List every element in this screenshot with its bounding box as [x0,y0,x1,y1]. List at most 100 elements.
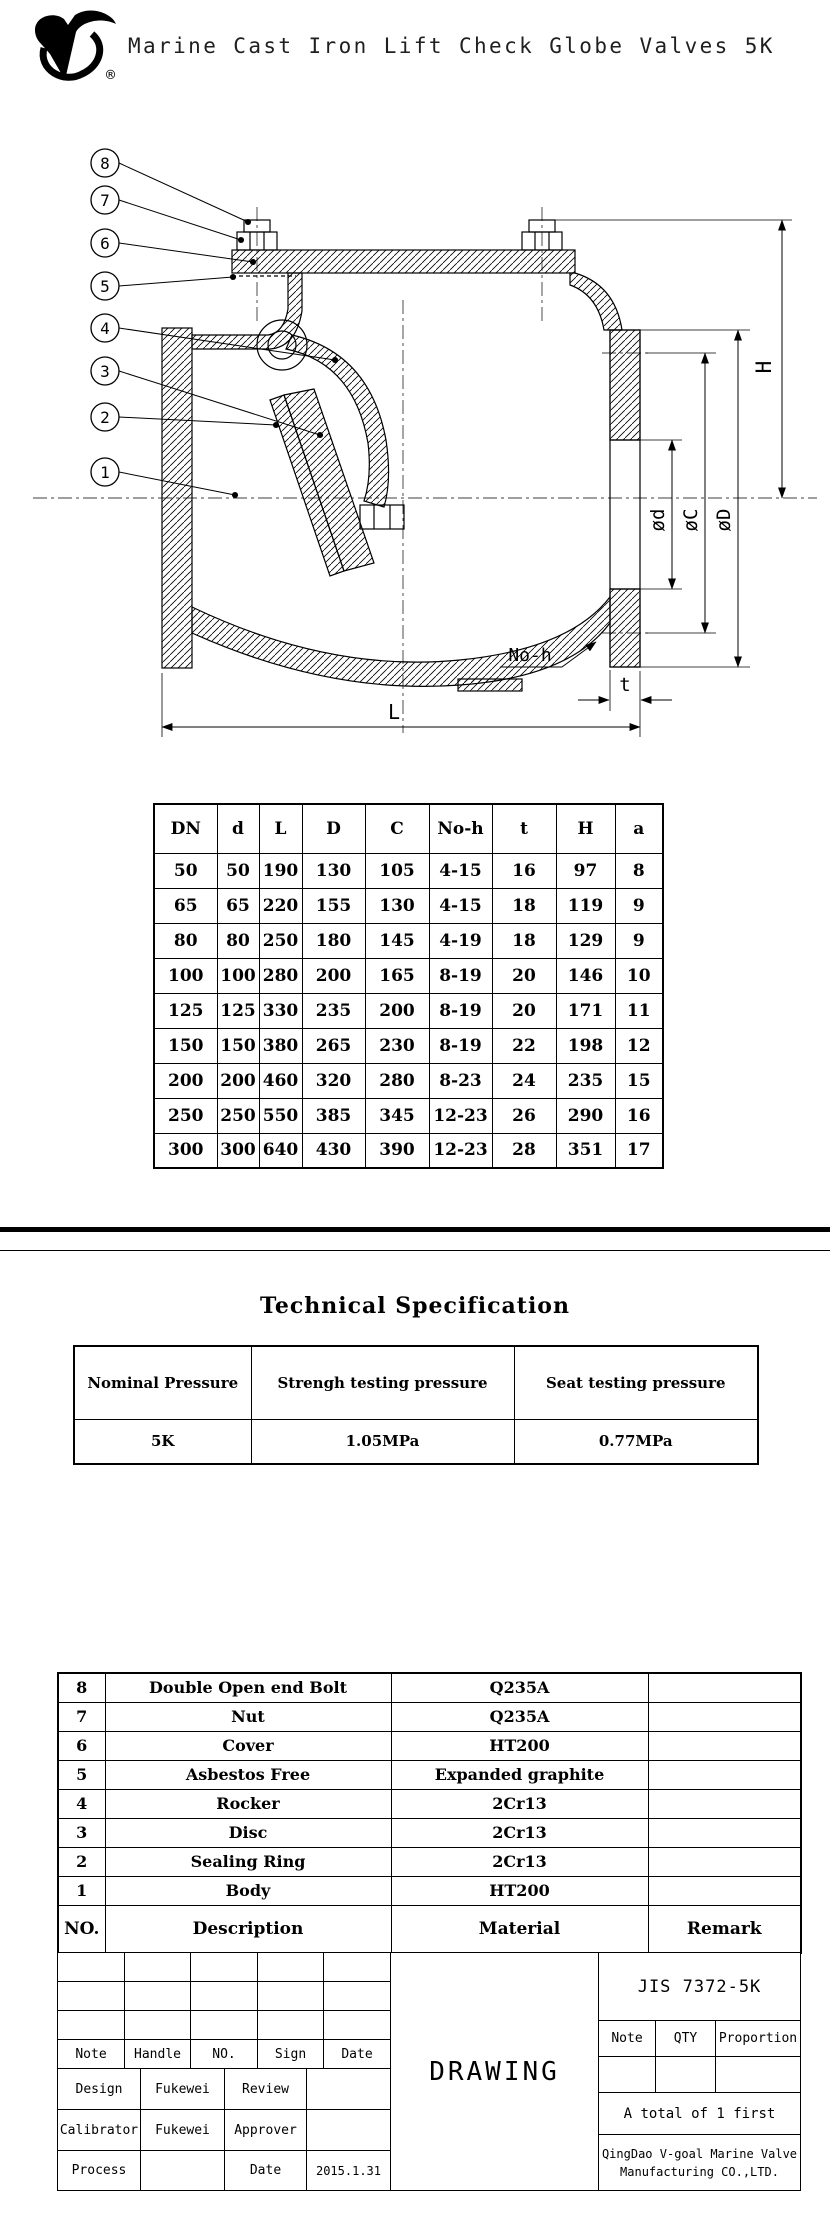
approver-value [306,2109,391,2151]
registered-mark: ® [106,66,116,84]
proportion-label: Proportion [715,2020,801,2057]
balloon-4: 4 [100,319,110,338]
empty-cell [124,1952,191,1982]
balloon-6: 6 [100,234,110,253]
table-cell: 8-19 [428,957,493,994]
table-cell: 250 [216,1097,260,1134]
table-cell: 20 [491,992,557,1029]
body-arch-right [569,272,623,331]
table-cell: 200 [364,992,430,1029]
empty-cell [124,1981,191,2011]
table-cell: Cover [104,1730,392,1761]
dimensions-header-row: DN d L D C No-h t H a [153,803,664,854]
empty-cell [57,1952,125,1982]
table-cell: 22 [491,1027,557,1064]
table-row: 5 Asbestos Free Expanded graphite [57,1759,802,1790]
empty-cell [190,2010,258,2040]
table-cell: 145 [364,922,430,959]
calibrator-label: Calibrator [57,2109,141,2151]
dim-label-C: øC [680,509,702,532]
table-cell: 8 [614,852,664,889]
review-label: Review [224,2068,307,2110]
table-cell: 385 [301,1097,366,1134]
table-cell: 20 [491,957,557,994]
cover-part [231,249,576,274]
dim-label-D: øD [713,509,735,532]
table-cell: 290 [555,1097,616,1134]
balloons [90,148,120,487]
table-cell: 2Cr13 [390,1846,649,1877]
table-cell: 18 [491,887,557,924]
table-cell: 235 [555,1062,616,1099]
table-cell: 380 [258,1027,303,1064]
handle-label: Handle [124,2039,191,2069]
table-cell: 250 [153,1097,218,1134]
table-cell: 10 [614,957,664,994]
balloon-1: 1 [100,463,110,482]
table-cell: 150 [216,1027,260,1064]
table-cell: Body [104,1875,392,1906]
table-cell: Q235A [390,1672,649,1703]
table-cell: 8-23 [428,1062,493,1099]
body-foot [457,678,523,692]
balloon-5: 5 [100,277,110,296]
page-title: Marine Cast Iron Lift Check Globe Valves… [128,34,775,58]
table-cell: 146 [555,957,616,994]
table-cell [647,1701,802,1732]
rocker-part [285,334,390,508]
table-row: 3 Disc 2Cr13 [57,1817,802,1848]
proportion-value [715,2056,801,2093]
table-cell: 17 [614,1132,664,1169]
table-cell [647,1672,802,1703]
table-cell: 300 [153,1132,218,1169]
no-label: NO. [190,2039,258,2069]
table-cell: 125 [153,992,218,1029]
table-cell: Disc [104,1817,392,1848]
title-block: Note Handle NO. Sign Date Design Fukewei… [57,1952,801,2191]
table-cell: HT200 [390,1730,649,1761]
balloon-2: 2 [100,408,110,427]
table-row: 300 300 640 430 390 12-23 28 351 17 [153,1132,664,1169]
table-cell [647,1759,802,1790]
table-row: 200 200 460 320 280 8-23 24 235 15 [153,1062,664,1099]
qty-value [655,2056,716,2093]
empty-cell [190,1981,258,2011]
qty-label: QTY [655,2020,716,2057]
empty-cell [57,2010,125,2040]
parts-table: 8 Double Open end Bolt Q235A 7 Nut Q235A 6 Cove… [57,1672,802,1954]
spec-value: 0.77MPa [513,1418,759,1465]
table-cell: 24 [491,1062,557,1099]
table-cell: 8 [57,1672,106,1703]
spec-title: Technical Specification [260,1293,570,1319]
table-cell: 9 [614,922,664,959]
table-cell [647,1788,802,1819]
table-cell: 129 [555,922,616,959]
table-cell: 18 [491,922,557,959]
spec-value: 1.05MPa [250,1418,515,1465]
table-cell: 198 [555,1027,616,1064]
col-header: L [258,803,303,854]
table-cell: 5 [57,1759,106,1790]
table-cell: 80 [153,922,218,959]
disc-part [283,388,375,572]
spec-header: Nominal Pressure [73,1345,252,1420]
table-cell: 640 [258,1132,303,1169]
table-cell: 65 [153,887,218,924]
table-cell: 550 [258,1097,303,1134]
table-cell: 50 [216,852,260,889]
date-label: Date [323,2039,391,2069]
table-cell: 16 [491,852,557,889]
balloon-3: 3 [100,362,110,381]
sheet-total: A total of 1 first [598,2092,801,2135]
disc-nut-part [359,504,405,530]
table-cell: 26 [491,1097,557,1134]
table-row: 150 150 380 265 230 8-19 22 198 12 [153,1027,664,1064]
table-row: 2 Sealing Ring 2Cr13 [57,1846,802,1877]
table-cell: 330 [258,992,303,1029]
process-value [140,2150,225,2191]
table-row: 125 125 330 235 200 8-19 20 171 11 [153,992,664,1029]
review-value [306,2068,391,2110]
header: ® Marine Cast Iron Lift Check Globe Valv… [0,0,830,95]
standard-number: JIS 7372-5K [598,1952,801,2021]
table-cell: 200 [153,1062,218,1099]
